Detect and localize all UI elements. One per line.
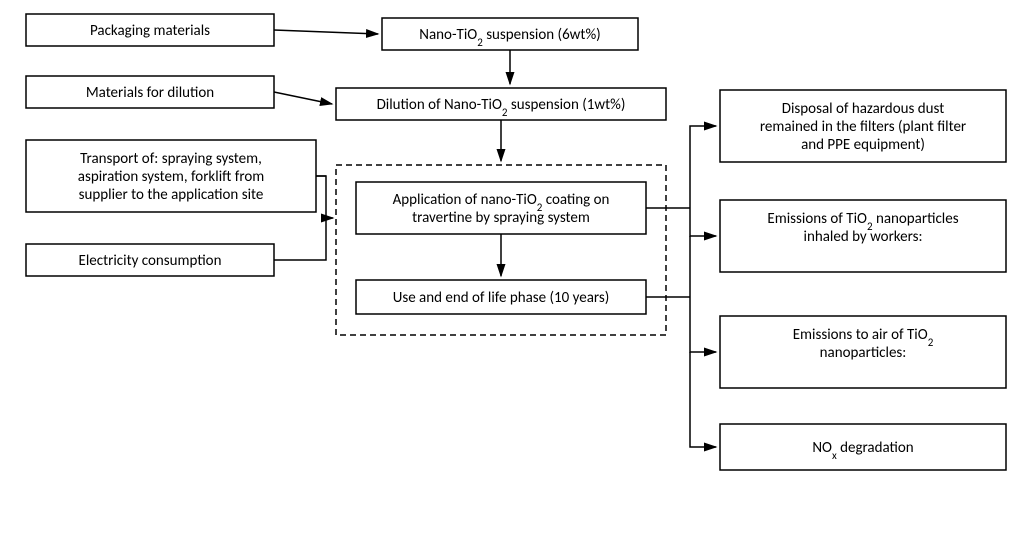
- node-label-transport-line1: aspiration system, forklift from: [78, 168, 264, 186]
- node-label-dilution_mat-line0: Materials for dilution: [86, 84, 214, 102]
- node-nox: NOx degradation: [720, 424, 1006, 470]
- node-label-transport-line0: Transport of: spraying system,: [80, 150, 262, 168]
- node-dilution_mat: Materials for dilution: [26, 76, 274, 108]
- node-packaging: Packaging materials: [26, 14, 274, 46]
- node-label-disposal-line1: remained in the filters (plant filter: [760, 118, 966, 136]
- node-application: Application of nano-TiO2 coating ontrave…: [356, 182, 646, 234]
- node-label-transport-line2: supplier to the application site: [79, 186, 264, 204]
- node-dilution: Dilution of Nano-TiO2 suspension (1wt%): [336, 88, 666, 120]
- node-transport: Transport of: spraying system,aspiration…: [26, 140, 316, 212]
- edge-application-disposal: [690, 126, 716, 208]
- edge-packaging-suspension: [274, 30, 378, 34]
- node-label-use_eol-line0: Use and end of life phase (10 years): [393, 289, 610, 307]
- edge-useeol-emissionsair: [690, 297, 716, 352]
- node-label-disposal-line2: and PPE equipment): [801, 136, 925, 154]
- node-inhaled: Emissions of TiO2 nanoparticlesinhaled b…: [720, 200, 1006, 272]
- node-use_eol: Use and end of life phase (10 years): [356, 280, 646, 314]
- node-electricity: Electricity consumption: [26, 244, 274, 276]
- node-label-packaging-line0: Packaging materials: [90, 22, 210, 40]
- node-emissions_air: Emissions to air of TiO2nanoparticles:: [720, 316, 1006, 388]
- node-label-disposal-line0: Disposal of hazardous dust: [782, 100, 944, 118]
- node-label-application-line1: travertine by spraying system: [412, 209, 590, 227]
- node-suspension: Nano-TiO2 suspension (6wt%): [382, 18, 638, 50]
- node-label-inhaled-line1: inhaled by workers:: [804, 228, 923, 246]
- node-label-emissions_air-line1: nanoparticles:: [820, 344, 907, 362]
- node-disposal: Disposal of hazardous dustremained in th…: [720, 90, 1006, 162]
- node-label-electricity-line0: Electricity consumption: [79, 252, 222, 270]
- edge-useeol-nox: [690, 352, 716, 447]
- edge-dilutionmat-dilution: [274, 92, 332, 104]
- edge-application-inhaled: [690, 208, 716, 236]
